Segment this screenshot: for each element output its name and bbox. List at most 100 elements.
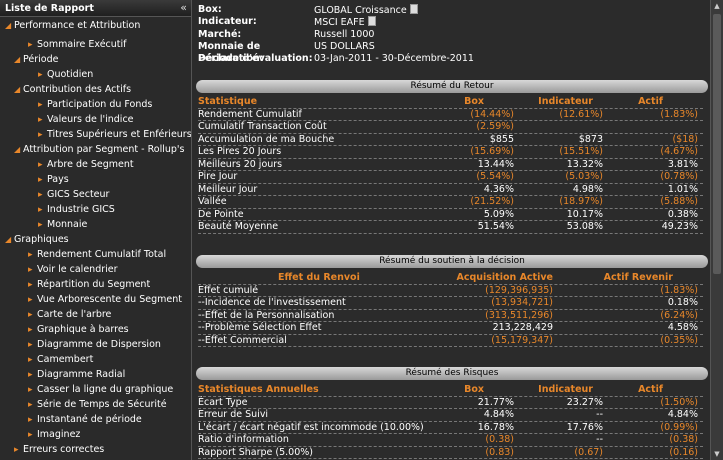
table-cell: (15,179,347) xyxy=(491,334,553,346)
sidebar-item-4[interactable]: ◢ Contribution des Actifs xyxy=(14,82,131,97)
sidebar-item-27[interactable]: ▸ Imaginez xyxy=(28,427,80,442)
table-cell: Pire Jour xyxy=(198,171,238,182)
sidebar-item-24[interactable]: ▸ Casser la ligne du graphique xyxy=(28,382,173,397)
table-cell: Écart Type xyxy=(198,396,248,408)
report-arrow-icon: ▸ xyxy=(28,400,33,410)
sidebar-item-5[interactable]: ▸ Participation du Fonds xyxy=(38,97,152,112)
table-row: Cumulatif Transaction Coût (2.59%) xyxy=(198,121,703,134)
sidebar-item-23[interactable]: ▸ Diagramme Radial xyxy=(28,367,125,382)
document-icon[interactable] xyxy=(367,16,376,26)
market-value: Russell 1000 xyxy=(314,29,375,40)
table-cell: Rendement Cumulatif xyxy=(198,108,302,120)
table-cell: (0.38) xyxy=(485,434,514,445)
sidebar-item-26[interactable]: ▸ Instantané de période xyxy=(28,412,142,427)
sidebar-item-13[interactable]: ▸ Monnaie xyxy=(38,217,87,232)
index-value: MSCI EAFE xyxy=(314,16,376,29)
table-cell: Rapport Sharpe (5.00%) xyxy=(198,446,314,458)
sidebar-item-18[interactable]: ▸ Vue Arborescente du Segment xyxy=(28,292,182,307)
sidebar-item-label: Quotidien xyxy=(47,69,94,80)
sidebar-item-22[interactable]: ▸ Camembert xyxy=(28,352,93,367)
report-content: Box: GLOBAL Croissance Indicateur: MSCI … xyxy=(193,0,710,460)
table-row: Effet cumulé (129,396,935) (1.83%) xyxy=(198,284,703,297)
scroll-thumb[interactable] xyxy=(713,14,721,274)
sidebar-item-19[interactable]: ▸ Carte de l'arbre xyxy=(28,307,111,322)
column-header: Actif xyxy=(638,96,663,107)
sidebar-item-label: Casser la ligne du graphique xyxy=(37,384,174,395)
table-cell: (21.52%) xyxy=(470,196,514,207)
box-value: GLOBAL Croissance xyxy=(314,4,418,17)
table-row: Rendement Cumulatif (14.44%) (12.61%) (1.83… xyxy=(198,108,703,121)
table-cell: (0.67) xyxy=(574,446,603,458)
sidebar-item-label: Pays xyxy=(47,174,69,185)
table-cell: 23.27% xyxy=(566,396,603,408)
table-cell: --Effet de la Personnalisation xyxy=(198,309,335,321)
expanded-folder-icon: ◢ xyxy=(14,145,21,154)
table-row: Accumulation de ma Bouche $855 $873 ($18) xyxy=(198,133,703,146)
collapse-sidebar-icon[interactable]: « xyxy=(180,1,187,14)
sidebar-item-label: Rendement Cumulatif Total xyxy=(37,249,167,260)
table-cell: (14.44%) xyxy=(470,108,514,120)
sidebar-item-label: Sommaire Exécutif xyxy=(37,39,127,50)
table-cell: (0.16) xyxy=(669,446,698,458)
table-cell: (129,396,935) xyxy=(485,284,553,296)
table-cell: (0.35%) xyxy=(660,334,698,346)
table-cell: 16.78% xyxy=(477,421,514,433)
table-cell: (5.03%) xyxy=(565,171,603,182)
table-cell: 13.44% xyxy=(477,158,514,170)
scroll-up-icon[interactable]: ▲ xyxy=(714,2,720,10)
currency-label: Monnaie de Déclaration: xyxy=(198,41,264,64)
sidebar-item-25[interactable]: ▸ Série de Temps de Sécurité xyxy=(28,397,167,412)
report-arrow-icon: ▸ xyxy=(28,250,33,260)
report-arrow-icon: ▸ xyxy=(28,415,33,425)
sidebar-item-12[interactable]: ▸ Industrie GICS xyxy=(38,202,115,217)
report-arrow-icon: ▸ xyxy=(28,370,33,380)
sidebar-item-11[interactable]: ▸ GICS Secteur xyxy=(38,187,109,202)
document-icon[interactable] xyxy=(409,4,418,14)
table-cell: 17.76% xyxy=(566,421,603,433)
table-cell: 213,228,429 xyxy=(492,322,553,333)
sidebar-item-1[interactable]: ▸ Sommaire Exécutif xyxy=(28,37,127,52)
sidebar-item-17[interactable]: ▸ Répartition du Segment xyxy=(28,277,150,292)
sidebar-item-0[interactable]: ◢ Performance et Attribution xyxy=(5,18,140,33)
sidebar-item-28[interactable]: ▸ Erreurs correctes xyxy=(14,442,104,457)
table-cell: Effet cumulé xyxy=(198,284,259,296)
report-arrow-icon: ▸ xyxy=(38,130,43,140)
table-cell: -- xyxy=(596,434,603,445)
report-arrow-icon: ▸ xyxy=(28,340,33,350)
table-cell: Erreur de Suivi xyxy=(198,409,269,420)
table-cell: (0.78%) xyxy=(660,171,698,182)
index-label: Indicateur: xyxy=(198,16,257,27)
table-cell: 3.81% xyxy=(667,158,698,170)
sidebar-item-14[interactable]: ◢ Graphiques xyxy=(5,232,69,247)
table-cell: ($18) xyxy=(672,133,698,145)
sidebar-item-8[interactable]: ◢ Attribution par Segment - Rollup's xyxy=(14,142,184,157)
sidebar-item-2[interactable]: ◢ Période xyxy=(14,52,58,67)
sidebar-item-label: Imaginez xyxy=(37,429,81,440)
sidebar-item-10[interactable]: ▸ Pays xyxy=(38,172,69,187)
table-cell: L'écart / écart négatif est incommode (1… xyxy=(198,421,424,433)
box-value-text: GLOBAL Croissance xyxy=(314,5,407,16)
table-row: Meilleur Jour 4.36% 4.98% 1.01% xyxy=(198,184,703,196)
sidebar-item-label: Vue Arborescente du Segment xyxy=(37,294,182,305)
sidebar-item-16[interactable]: ▸ Voir le calendrier xyxy=(28,262,118,277)
table-row: Erreur de Suivi 4.84% -- 4.84% xyxy=(198,409,703,422)
column-header: Box xyxy=(464,384,484,395)
table-header-row: Statistique Box Indicateur Actif xyxy=(198,96,703,109)
report-arrow-icon: ▸ xyxy=(38,205,43,215)
sidebar-item-20[interactable]: ▸ Graphique à barres xyxy=(28,322,129,337)
sidebar-item-7[interactable]: ▸ Titres Supérieurs et Enférieurs xyxy=(38,127,191,142)
sidebar-item-6[interactable]: ▸ Valeurs de l'indice xyxy=(38,112,134,127)
expanded-folder-icon: ◢ xyxy=(5,21,12,30)
risk-summary-table: Statistiques Annuelles Box Indicateur Actif… xyxy=(198,384,703,459)
sidebar-item-3[interactable]: ▸ Quotidien xyxy=(38,67,93,82)
report-arrow-icon: ▸ xyxy=(14,445,19,455)
table-cell: -- xyxy=(596,409,603,420)
scroll-down-icon[interactable]: ▼ xyxy=(714,450,720,458)
table-row: Ratio d'information (0.38) -- (0.38) xyxy=(198,434,703,447)
sidebar-item-label: Monnaie xyxy=(47,219,88,230)
sidebar-item-15[interactable]: ▸ Rendement Cumulatif Total xyxy=(28,247,166,262)
sidebar-item-9[interactable]: ▸ Arbre de Segment xyxy=(38,157,134,172)
sidebar-item-21[interactable]: ▸ Diagramme de Dispersion xyxy=(28,337,161,352)
vertical-scrollbar[interactable]: ▲ ▼ xyxy=(710,0,723,460)
table-cell: (1.83%) xyxy=(660,108,698,120)
